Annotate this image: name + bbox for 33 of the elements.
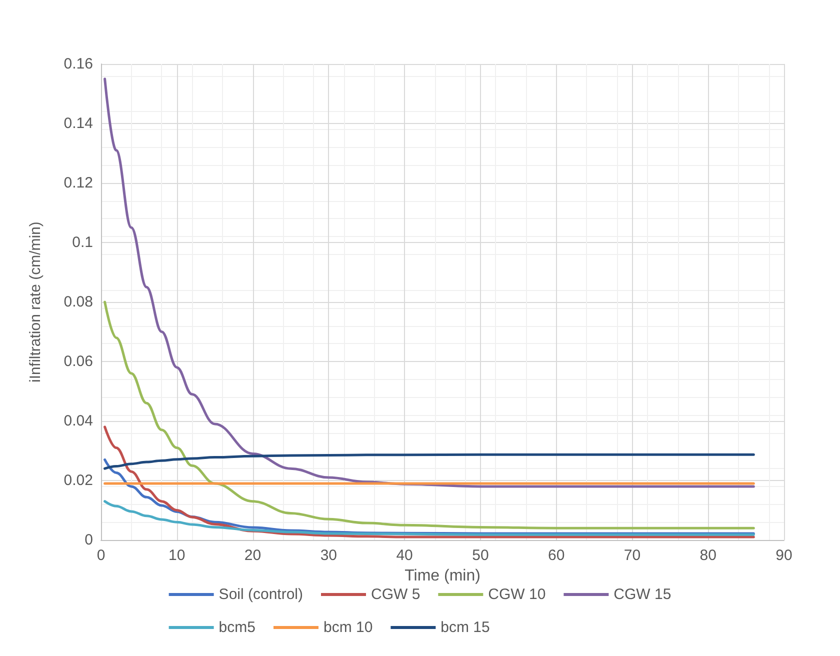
line-series (104, 453, 755, 470)
x-tick-label: 60 (548, 547, 565, 564)
x-tick-label: 40 (396, 547, 413, 564)
x-tick-label: 10 (168, 547, 186, 564)
legend-label: CGW 5 (371, 586, 420, 603)
x-tick-label: 80 (700, 547, 716, 564)
y-tick-label: 0 (84, 532, 93, 548)
y-tick-label: 0.04 (64, 412, 93, 430)
x-tick-label: 0 (96, 547, 106, 564)
legend-label: bcm 15 (440, 619, 490, 636)
y-tick-label: 0.1 (72, 234, 93, 251)
legend-label: CGW 10 (488, 586, 546, 603)
legend-label: bcm 10 (323, 619, 373, 636)
x-tick-label: 70 (624, 547, 641, 564)
x-tick-label: 90 (776, 547, 792, 564)
line-series (104, 500, 755, 536)
y-tick-label: 0.14 (64, 115, 93, 132)
x-tick-label: 50 (472, 547, 489, 564)
y-tick-label: 0.12 (64, 174, 93, 192)
legend-label: Soil (control) (218, 586, 304, 603)
line-series (104, 426, 755, 538)
x-tick-label: 30 (320, 547, 338, 564)
y-tick-label: 0.06 (64, 353, 93, 370)
x-tick-label: 20 (244, 547, 262, 564)
line-series (104, 300, 755, 530)
line-series (104, 78, 755, 488)
x-axis-title: Time (min) (404, 567, 480, 584)
y-axis-title: iInfiltration rate (cm/min) (27, 222, 44, 382)
legend-label: bcm5 (218, 619, 256, 636)
y-tick-label: 0.16 (64, 56, 93, 72)
legend-label: CGW 15 (614, 586, 672, 603)
y-tick-label: 0.08 (64, 294, 93, 310)
y-tick-label: 0.02 (64, 472, 93, 489)
